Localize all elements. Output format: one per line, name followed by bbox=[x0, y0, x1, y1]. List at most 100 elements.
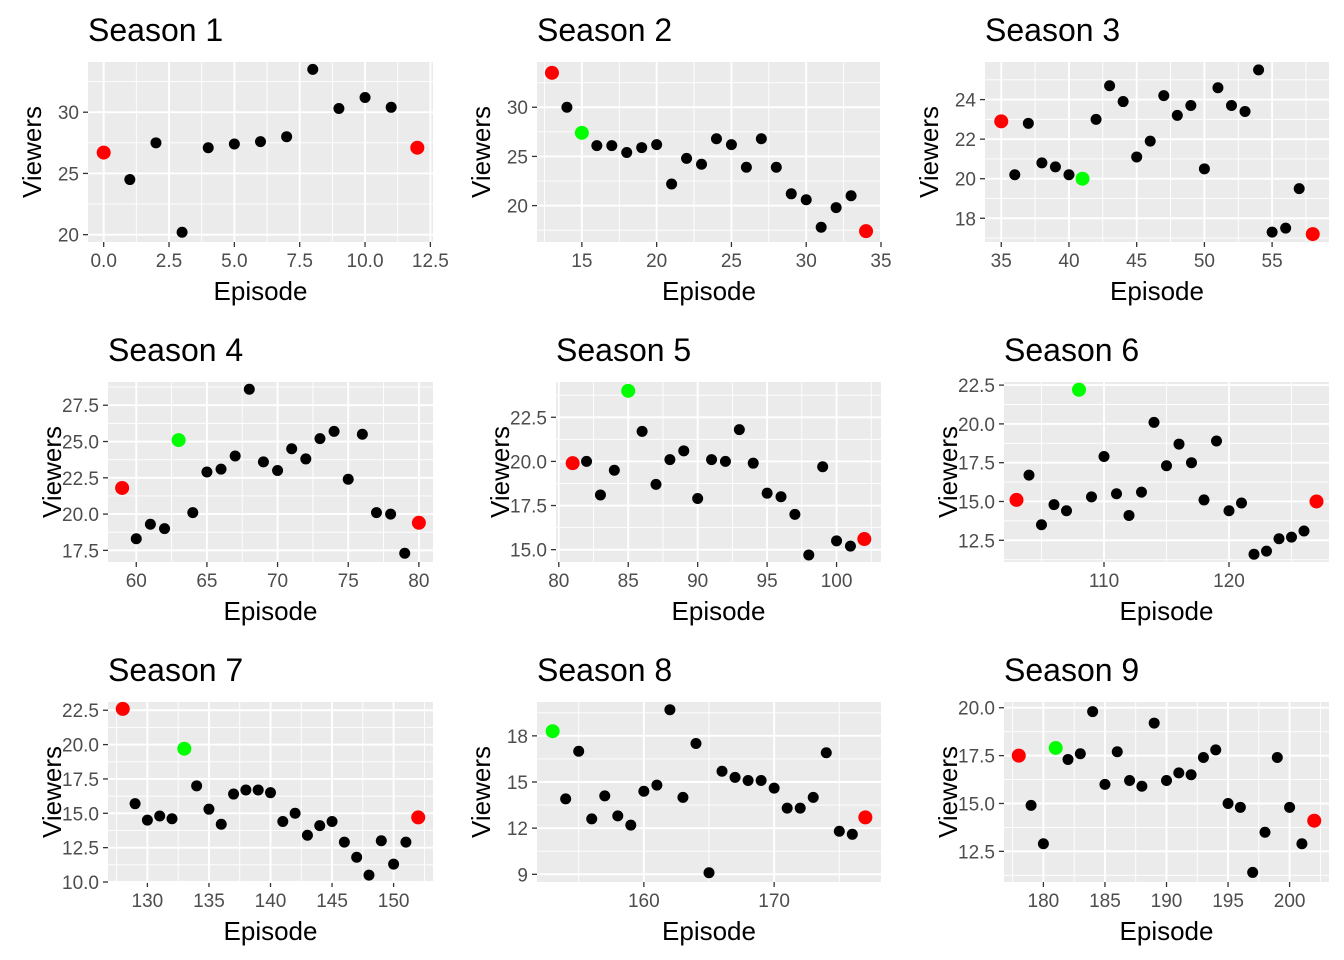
data-point-red bbox=[857, 532, 872, 547]
data-point-black bbox=[228, 788, 240, 800]
data-point-red bbox=[115, 480, 130, 495]
y-tick-label: 20 bbox=[58, 226, 79, 247]
data-point-black bbox=[742, 774, 754, 786]
y-tick-label: 15.0 bbox=[958, 492, 995, 513]
y-tick-label: 15.0 bbox=[62, 804, 99, 825]
data-point-black bbox=[359, 92, 371, 104]
data-point-black bbox=[314, 433, 326, 445]
x-tick-label: 10.0 bbox=[347, 251, 384, 272]
data-point-black bbox=[375, 835, 387, 847]
x-tick-label: 170 bbox=[758, 891, 790, 912]
data-point-black bbox=[400, 836, 412, 848]
data-point-black bbox=[1253, 64, 1265, 76]
data-point-black bbox=[1234, 801, 1246, 813]
data-point-black bbox=[1148, 416, 1160, 428]
y-axis-title: Viewers bbox=[914, 106, 944, 198]
data-point-black bbox=[272, 465, 284, 477]
data-point-black bbox=[666, 178, 678, 190]
x-tick-label: 12.5 bbox=[412, 251, 449, 272]
y-tick-label: 20.0 bbox=[958, 415, 995, 436]
x-tick-label: 35 bbox=[870, 251, 891, 272]
data-point-black bbox=[1280, 222, 1292, 234]
data-point-black bbox=[1171, 109, 1183, 121]
data-point-black bbox=[1098, 450, 1110, 462]
data-point-black bbox=[124, 174, 136, 186]
data-point-black bbox=[1225, 100, 1237, 112]
data-point-black bbox=[1111, 746, 1123, 758]
data-point-black bbox=[141, 814, 153, 826]
data-point-black bbox=[1293, 183, 1305, 195]
data-point-black bbox=[1087, 706, 1099, 718]
data-point-green bbox=[1075, 171, 1090, 186]
data-point-black bbox=[716, 765, 728, 777]
data-point-black bbox=[1198, 163, 1210, 175]
data-point-black bbox=[130, 533, 142, 545]
x-tick-label: 35 bbox=[991, 251, 1012, 272]
x-tick-label: 130 bbox=[132, 891, 164, 912]
data-point-black bbox=[612, 810, 624, 822]
data-point-black bbox=[1036, 519, 1047, 531]
panel-season-9: 180 185 190 195 200 12.5 15.0 17.5 20.0 Season 9 E… bbox=[933, 652, 1329, 946]
data-point-black bbox=[1063, 169, 1075, 181]
y-tick-label: 15.0 bbox=[510, 541, 547, 562]
x-tick-label: 100 bbox=[821, 571, 853, 592]
y-tick-label: 10.0 bbox=[62, 873, 99, 894]
panel-background bbox=[108, 382, 433, 562]
y-tick-label: 20.0 bbox=[62, 736, 99, 757]
data-point-black bbox=[1036, 157, 1048, 169]
x-axis-title: Episode bbox=[662, 916, 756, 946]
y-tick-label: 17.5 bbox=[62, 770, 99, 791]
y-tick-label: 27.5 bbox=[62, 396, 99, 417]
data-point-green bbox=[171, 433, 186, 448]
y-tick-label: 22.5 bbox=[958, 376, 995, 397]
x-tick-label: 55 bbox=[1262, 251, 1283, 272]
data-point-black bbox=[815, 221, 827, 233]
data-point-black bbox=[215, 818, 227, 830]
data-point-green bbox=[1048, 740, 1063, 755]
data-point-black bbox=[1049, 161, 1061, 173]
data-point-black bbox=[286, 443, 298, 455]
data-point-red bbox=[1309, 494, 1324, 509]
x-tick-label: 70 bbox=[267, 571, 288, 592]
x-tick-label: 50 bbox=[1194, 251, 1215, 272]
data-point-black bbox=[356, 428, 368, 440]
data-point-black bbox=[638, 785, 650, 797]
data-point-black bbox=[1025, 799, 1037, 811]
data-point-black bbox=[203, 803, 215, 815]
data-point-black bbox=[1062, 753, 1074, 765]
data-point-black bbox=[1210, 744, 1222, 756]
data-point-black bbox=[817, 461, 829, 473]
data-point-green bbox=[574, 125, 589, 140]
data-point-black bbox=[1158, 90, 1170, 102]
data-point-red bbox=[411, 515, 426, 530]
data-point-black bbox=[1185, 769, 1197, 781]
data-point-black bbox=[770, 161, 782, 173]
data-point-black bbox=[1266, 226, 1278, 238]
x-tick-label: 110 bbox=[1089, 571, 1119, 592]
data-point-black bbox=[1117, 96, 1129, 108]
data-point-black bbox=[328, 425, 340, 437]
panel-background bbox=[985, 62, 1329, 242]
data-point-black bbox=[228, 138, 240, 150]
y-tick-label: 25 bbox=[58, 164, 79, 185]
y-tick-label: 9 bbox=[517, 865, 528, 886]
y-axis-title: Viewers bbox=[933, 746, 963, 838]
y-axis-title: Viewers bbox=[37, 746, 67, 838]
x-axis-title: Episode bbox=[672, 596, 766, 626]
x-tick-label: 190 bbox=[1151, 891, 1183, 912]
data-point-black bbox=[154, 810, 166, 822]
data-point-black bbox=[768, 782, 780, 794]
data-point-black bbox=[201, 466, 213, 478]
data-point-red bbox=[1009, 492, 1024, 507]
data-point-black bbox=[1061, 505, 1072, 517]
data-point-black bbox=[1284, 801, 1296, 813]
data-point-black bbox=[803, 549, 815, 561]
panel-season-6: 110 120 12.5 15.0 17.5 20.0 22.5 Season 6 Episod… bbox=[933, 332, 1329, 626]
x-tick-label: 120 bbox=[1213, 571, 1245, 592]
panel-season-8: 160 170 9 12 15 18 Season 8 Episode Viewers bbox=[466, 652, 881, 946]
data-point-black bbox=[1296, 838, 1308, 850]
data-point-black bbox=[606, 140, 618, 152]
y-tick-label: 15 bbox=[507, 773, 528, 794]
data-point-red bbox=[994, 114, 1009, 129]
